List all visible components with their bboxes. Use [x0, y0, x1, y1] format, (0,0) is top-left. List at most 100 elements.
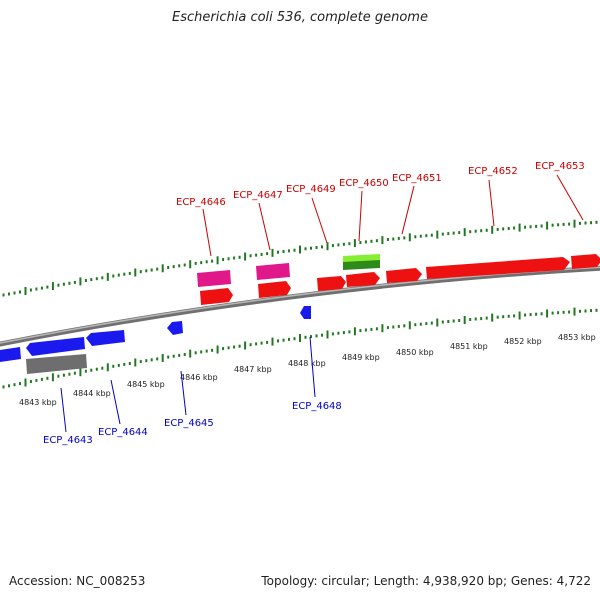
ruler-minor-tick [227, 257, 230, 261]
gene-box-green-shadow[interactable] [343, 260, 380, 270]
gene-arrow-small[interactable] [167, 321, 183, 335]
ruler-minor-tick [90, 368, 93, 372]
ruler-minor-tick [348, 330, 351, 334]
gene-arrow[interactable] [0, 347, 21, 362]
ruler-minor-tick [68, 372, 71, 376]
gene-label[interactable]: ECP_4646 [176, 197, 226, 208]
ruler-major-tick [408, 321, 411, 330]
gene-label[interactable]: ECP_4652 [468, 166, 518, 177]
ruler-minor-tick [524, 313, 527, 317]
ruler-minor-tick [502, 315, 505, 319]
ruler-minor-tick [249, 343, 252, 347]
ruler-minor-tick [19, 382, 21, 386]
reverse-strand-genes [0, 306, 311, 374]
ruler-minor-tick [123, 272, 126, 276]
ruler-minor-tick [321, 333, 323, 337]
ruler-major-tick [463, 228, 466, 237]
gene-arrow[interactable] [200, 288, 233, 305]
ruler-minor-tick [315, 246, 318, 249]
ruler-minor-tick [315, 334, 318, 338]
ruler-minor-tick [90, 278, 93, 282]
ruler-minor-tick [205, 260, 208, 264]
ruler-minor-tick [331, 332, 334, 336]
gene-arrow[interactable] [571, 254, 600, 269]
ruler-minor-tick [211, 348, 214, 352]
ruler-minor-tick [359, 329, 362, 333]
scale-label: 4850 kbp [396, 348, 434, 357]
ruler-minor-tick [480, 317, 483, 321]
ruler-minor-tick [8, 292, 10, 296]
ruler-minor-tick [557, 223, 560, 227]
gene-label[interactable]: ECP_4649 [286, 184, 336, 195]
ruler-major-tick [134, 358, 137, 367]
gene-label[interactable]: ECP_4647 [233, 190, 283, 201]
ruler-minor-tick [529, 225, 532, 229]
gene-arrow[interactable] [346, 272, 380, 287]
ruler-minor-tick [84, 279, 87, 282]
ruler-minor-tick [485, 316, 488, 320]
gene-box[interactable] [26, 354, 87, 374]
ruler-major-tick [381, 324, 384, 333]
ruler-minor-tick [359, 241, 362, 244]
gene-arrow[interactable] [86, 330, 125, 346]
gene-box-pink[interactable] [256, 263, 290, 280]
ruler-minor-tick [57, 283, 60, 287]
ruler-minor-tick [441, 232, 444, 236]
ruler-major-tick [436, 230, 439, 239]
ruler-minor-tick [101, 276, 104, 280]
ruler-minor-tick [579, 221, 581, 225]
ruler-minor-tick [145, 359, 148, 363]
gene-label[interactable]: ECP_4645 [164, 418, 214, 429]
ruler-minor-tick [128, 271, 131, 275]
ruler-minor-tick [513, 226, 516, 230]
genome-backbone [0, 265, 600, 347]
ruler-minor-tick [194, 351, 197, 355]
gene-label[interactable]: ECP_4650 [339, 178, 389, 189]
ruler-minor-tick [266, 340, 269, 344]
ruler-minor-tick [156, 357, 159, 361]
ruler-minor-tick [496, 315, 499, 319]
ruler-minor-tick [590, 221, 592, 225]
gene-arrow[interactable] [426, 257, 570, 279]
ruler-minor-tick [452, 319, 455, 323]
gene-arrow[interactable] [26, 337, 85, 356]
ruler-minor-tick [172, 354, 175, 358]
ruler-minor-tick [425, 322, 428, 326]
genome-summary-text: Topology: circular; Length: 4,938,920 bp… [261, 574, 591, 588]
ruler-major-tick [244, 341, 247, 350]
genome-title: Escherichia coli 536, complete genome [172, 10, 428, 25]
gene-label[interactable]: ECP_4643 [43, 435, 93, 446]
gene-arrow[interactable] [258, 281, 291, 298]
ruler-minor-tick [310, 335, 312, 339]
ruler-minor-tick [29, 288, 32, 292]
gene-box-pink[interactable] [197, 270, 231, 287]
ruler-minor-tick [458, 319, 461, 322]
gene-arrow[interactable] [317, 276, 346, 291]
ruler-minor-tick [474, 229, 477, 233]
gene-arrow-small[interactable] [300, 306, 311, 319]
ruler-major-tick [79, 277, 82, 286]
ruler-major-tick [326, 330, 329, 339]
ruler-minor-tick [584, 309, 587, 313]
ruler-minor-tick [342, 242, 345, 246]
ruler-minor-tick [233, 345, 236, 349]
ruler-minor-tick [403, 324, 406, 328]
gene-label[interactable]: ECP_4651 [392, 173, 442, 184]
gene-arrow[interactable] [386, 268, 422, 283]
ruler-minor-tick [590, 309, 592, 313]
ruler-minor-tick [392, 325, 395, 329]
gene-label[interactable]: ECP_4648 [292, 401, 342, 412]
ruler-major-tick [573, 219, 576, 228]
ruler-minor-tick [337, 243, 340, 247]
ruler-minor-tick [35, 378, 38, 382]
gene-label[interactable]: ECP_4644 [98, 427, 148, 438]
gene-label[interactable]: ECP_4653 [535, 161, 585, 172]
ruler-minor-tick [249, 254, 252, 258]
ruler-minor-tick [282, 338, 285, 342]
ruler-minor-tick [430, 233, 433, 237]
ruler-minor-tick [282, 250, 285, 253]
ruler-major-tick [353, 327, 356, 336]
ruler-minor-tick [392, 237, 395, 241]
ruler-major-tick [79, 368, 82, 377]
ruler-minor-tick [480, 229, 483, 233]
